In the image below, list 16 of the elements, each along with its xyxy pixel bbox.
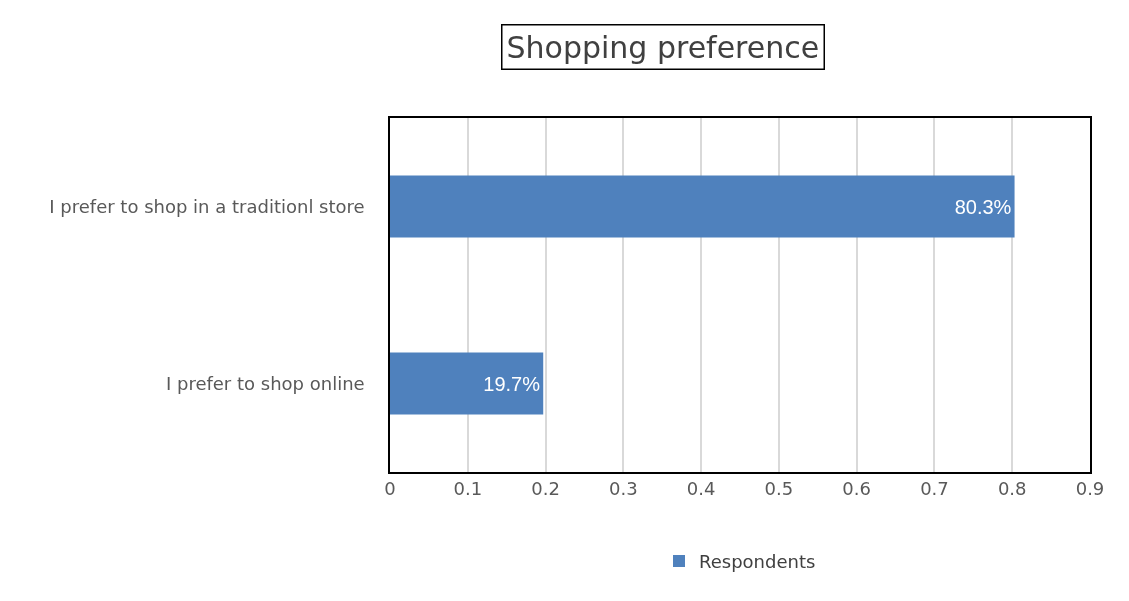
- x-tick-label: 0.7: [920, 478, 949, 500]
- x-tick-label: 0.4: [686, 478, 716, 500]
- chart-title: Shopping preference: [506, 29, 820, 65]
- legend-label: Respondents: [699, 551, 816, 573]
- y-tick-label: I prefer to shop online: [165, 372, 365, 394]
- x-tick-label: 0: [384, 478, 396, 500]
- data-label: 19.7%: [483, 372, 541, 395]
- x-tick-label: 0.1: [453, 478, 483, 500]
- x-tick-label: 0.6: [842, 478, 871, 500]
- x-tick-label: 0.2: [531, 478, 560, 500]
- x-tick-label: 0.9: [1075, 478, 1105, 500]
- x-tick-label: 0.5: [764, 478, 794, 500]
- x-tick-label: 0.8: [997, 478, 1027, 500]
- x-tick-label: 0.3: [609, 478, 638, 500]
- y-tick-label: I prefer to shop in a traditionl store: [49, 195, 365, 217]
- data-label: 80.3%: [954, 195, 1012, 218]
